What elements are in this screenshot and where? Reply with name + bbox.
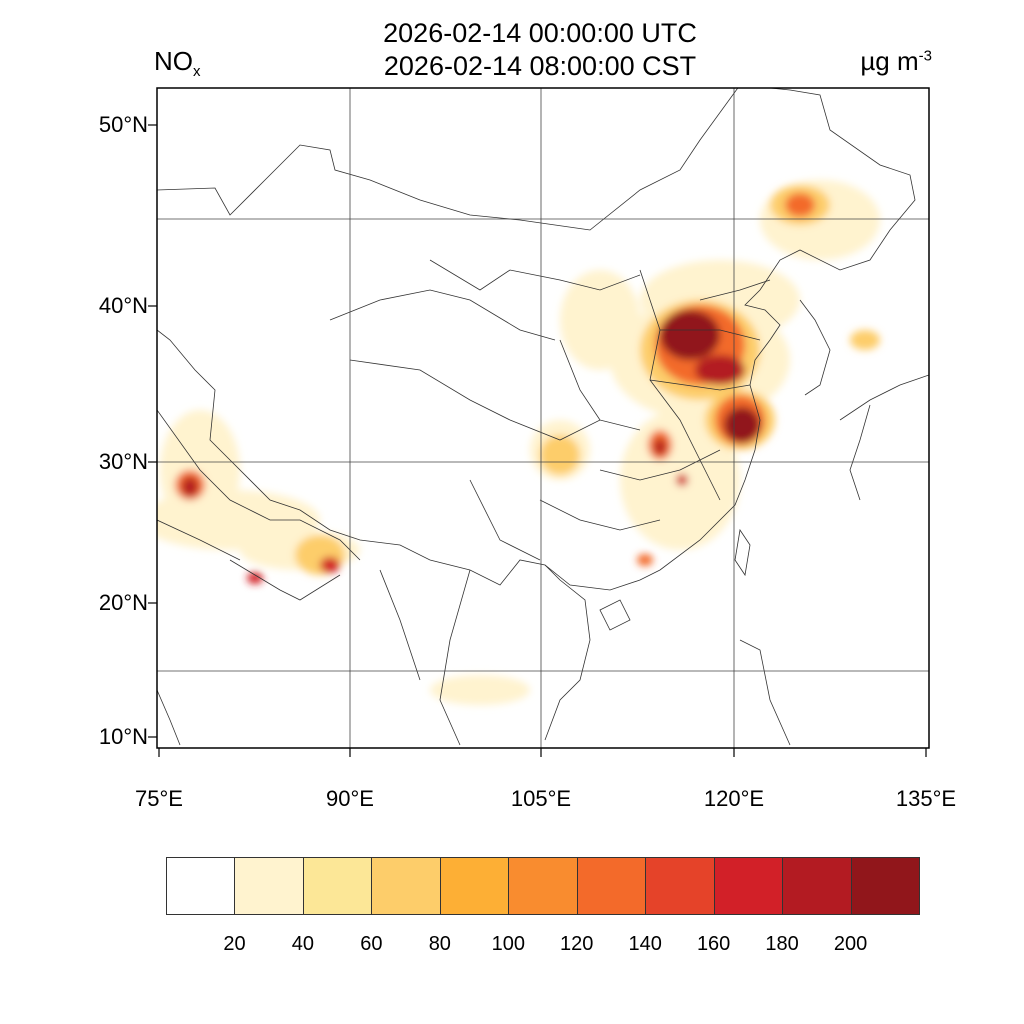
concentration-plume	[695, 355, 745, 385]
concentration-plume	[676, 474, 688, 486]
lat-label-40: 40°N	[98, 293, 148, 318]
colorbar-box	[166, 857, 236, 915]
colorbar-label: 40	[291, 933, 315, 955]
lon-label-105: 105°E	[510, 786, 572, 811]
concentration-plume	[430, 675, 530, 705]
colorbar-box	[508, 857, 578, 915]
colorbar-box	[234, 857, 304, 915]
colorbar-label: 180	[765, 933, 799, 955]
variable-subscript: x	[193, 63, 201, 81]
colorbar-box	[576, 857, 647, 915]
colorbar-label: 200	[833, 933, 868, 955]
india-borders	[157, 409, 361, 561]
lon-label-75: 75°E	[135, 786, 183, 811]
concentration-plume	[540, 435, 580, 475]
units-text: µg m	[860, 46, 919, 76]
variable-name: NO	[154, 46, 193, 76]
boundaries	[157, 88, 929, 746]
colorbar-box	[782, 857, 852, 915]
colorbar-box	[371, 857, 441, 915]
variable-label: NOx	[154, 46, 201, 80]
map-frame	[156, 87, 930, 749]
concentration-plume	[724, 407, 760, 443]
units-superscript: -3	[918, 47, 932, 65]
colorbar-label: 140	[628, 933, 662, 955]
concentration-plume	[654, 439, 666, 455]
lat-label-30: 30°N	[98, 449, 148, 474]
title-utc: 2026-02-14 00:00:00 UTC	[383, 18, 697, 48]
concentration-plume	[785, 193, 815, 217]
colorbar-label: 80	[428, 933, 451, 955]
colorbar-box	[302, 857, 373, 915]
concentration-plume	[660, 310, 720, 360]
se-asia-coast	[157, 528, 791, 746]
colorbar-label: 160	[696, 933, 731, 955]
lat-label-20: 20°N	[98, 590, 148, 615]
concentration-plume	[320, 557, 340, 573]
lon-label-135: 135°E	[895, 786, 957, 811]
colorbar-label: 120	[560, 933, 594, 955]
title-cst: 2026-02-14 08:00:00 CST	[383, 51, 697, 81]
concentration-plume	[247, 572, 263, 584]
lon-label-90: 90°E	[326, 786, 374, 811]
korea-japan-coast	[799, 299, 929, 501]
lat-label-10: 10°N	[98, 724, 148, 749]
colorbar-box	[645, 857, 715, 915]
concentration-plume	[182, 477, 198, 497]
concentration-plume	[850, 330, 880, 350]
concentration-field	[157, 180, 880, 705]
units-label: µg m-3	[860, 46, 932, 77]
concentration-plume	[637, 554, 653, 566]
province-borders	[329, 259, 771, 561]
colorbar-box	[850, 857, 920, 915]
colorbar-box	[439, 857, 510, 915]
lat-label-50: 50°N	[98, 112, 148, 137]
tick-marks	[148, 124, 927, 757]
gridlines	[157, 88, 929, 748]
colorbar-label: 60	[360, 933, 383, 955]
colorbar-label: 100	[491, 933, 525, 955]
colorbar-box	[713, 857, 784, 915]
lon-label-120: 120°E	[703, 786, 765, 811]
concentration-plume	[560, 270, 640, 370]
colorbar-label: 20	[223, 933, 246, 955]
